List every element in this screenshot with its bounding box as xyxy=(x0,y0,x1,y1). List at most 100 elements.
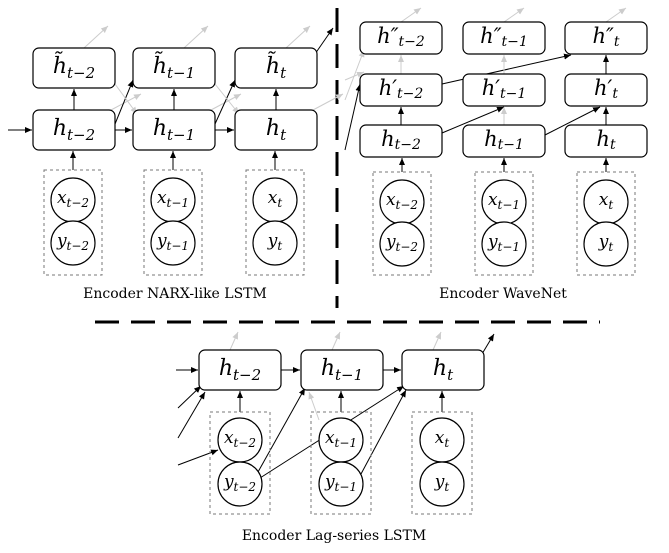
wavenet-y-label: yt−2 xyxy=(385,232,418,254)
narx-tilde-label: h̃t−1 xyxy=(153,52,195,82)
narx-faint-arrow xyxy=(83,25,109,49)
wavenet-in-arrow xyxy=(344,83,362,151)
wavenet-node-l2 xyxy=(359,21,443,55)
narx-faint-arrow xyxy=(110,93,142,111)
narx-x-label: xt−1 xyxy=(157,188,189,210)
wavenet-node-l0 xyxy=(564,124,648,158)
lag-hidden-label: ht−1 xyxy=(321,356,363,385)
lag-hidden-box xyxy=(198,349,282,391)
wavenet-y-label: yt xyxy=(598,232,614,254)
lag-y-node xyxy=(217,461,263,507)
wavenet-caption: Encoder WaveNet xyxy=(439,286,567,302)
narx-faint-arrow xyxy=(114,83,138,115)
narx-hidden-box xyxy=(234,109,318,151)
wavenet-input-group xyxy=(372,171,432,276)
lag-out-arrow xyxy=(481,333,495,355)
narx-faint-arrow xyxy=(214,83,240,115)
narx-out-arrow xyxy=(314,27,334,55)
wavenet-node-l1 xyxy=(359,73,443,107)
lag-input-group xyxy=(411,411,473,515)
narx-y-label: yt−2 xyxy=(56,231,89,253)
lag-input-group xyxy=(209,411,271,515)
lag-faint-arrow xyxy=(229,331,239,351)
wavenet-dilation-arrow xyxy=(441,106,505,134)
narx-faint-arrow xyxy=(312,93,344,111)
lag-series-arrow xyxy=(177,391,206,439)
narx-tilde-label: h̃t xyxy=(266,52,287,82)
narx-y-label: yt xyxy=(267,231,283,253)
wavenet-dilation-arrow xyxy=(544,106,601,136)
lag-hidden-box xyxy=(401,349,485,391)
narx-x-label: xt−2 xyxy=(57,188,89,210)
lag-input-group xyxy=(310,411,372,515)
narx-caption: Encoder NARX-like LSTM xyxy=(83,286,267,302)
wavenet-node-l2 xyxy=(564,21,648,55)
wavenet-faint-arrow xyxy=(344,71,365,81)
wavenet-label-l1: h′t xyxy=(594,76,618,102)
wavenet-node-l0 xyxy=(359,124,443,158)
wavenet-x-label: xt−2 xyxy=(386,190,418,212)
lag-y-label: yt−1 xyxy=(324,472,357,494)
narx-hidden-label: ht−2 xyxy=(53,116,95,145)
lag-faint-arrow xyxy=(432,331,442,351)
wavenet-node-l2 xyxy=(462,21,546,55)
wavenet-y-label: yt−1 xyxy=(487,232,520,254)
narx-y-node xyxy=(50,220,96,266)
lag-y-label: yt xyxy=(434,472,450,494)
wavenet-node-l1 xyxy=(564,73,648,107)
wavenet-faint-arrow xyxy=(605,7,627,23)
narx-input-group xyxy=(245,169,305,276)
wavenet-faint-arrow xyxy=(503,7,525,23)
node-layer xyxy=(32,21,648,515)
narx-y-node xyxy=(252,220,298,266)
label-layer: h̃t−2 ht−2 xt−2 yt−2 h̃t−1 ht−1 xt−1 yt−1 h̃t ht x… xyxy=(53,24,620,544)
wavenet-input-group xyxy=(474,171,534,276)
wavenet-label-l0: ht−1 xyxy=(484,127,524,153)
narx-tilde-box xyxy=(132,47,216,89)
wavenet-label-l1: h′t−1 xyxy=(482,76,527,102)
narx-y-node xyxy=(150,220,196,266)
lag-hidden-label: ht xyxy=(433,356,454,385)
lag-x-label: xt−2 xyxy=(224,428,256,450)
lag-faint-arrow xyxy=(331,331,341,351)
narx-tilde-label: h̃t−2 xyxy=(53,52,95,82)
narx-hidden-box xyxy=(132,109,216,151)
wavenet-y-node xyxy=(481,221,527,267)
lag-faint-arrow xyxy=(308,391,320,421)
wavenet-label-l0: ht xyxy=(596,127,616,153)
wavenet-faint-arrow xyxy=(400,7,422,23)
wavenet-y-node xyxy=(583,221,629,267)
wavenet-label-l0: ht−2 xyxy=(381,127,421,153)
narx-faint-arrow xyxy=(285,25,311,49)
narx-hidden-label: ht xyxy=(266,116,287,145)
lag-series-arrow xyxy=(257,387,306,473)
wavenet-y-node xyxy=(379,221,425,267)
lag-series-arrow xyxy=(177,449,219,466)
wavenet-label-l2: h″t xyxy=(592,24,619,50)
narx-tilde-box xyxy=(234,47,318,89)
lag-hidden-box xyxy=(300,349,384,391)
lag-series-arrow xyxy=(177,385,202,409)
wavenet-label-l2: h″t−2 xyxy=(377,24,425,50)
lag-caption: Encoder Lag-series LSTM xyxy=(242,528,426,544)
lag-y-label: yt−2 xyxy=(223,472,256,494)
lag-y-node xyxy=(419,461,465,507)
narx-diag-arrow xyxy=(114,79,134,125)
wavenet-label-l2: h″t−1 xyxy=(480,24,528,50)
wavenet-input-group xyxy=(576,171,636,276)
wavenet-node-l1 xyxy=(462,73,546,107)
narx-tilde-box xyxy=(32,47,116,89)
narx-y-label: yt−1 xyxy=(156,231,189,253)
wavenet-x-label: xt xyxy=(599,190,614,212)
wavenet-faint-arrow xyxy=(344,49,365,101)
wavenet-x-label: xt−1 xyxy=(488,190,520,212)
narx-hidden-label: ht−1 xyxy=(153,116,195,145)
wavenet-node-l0 xyxy=(462,124,546,158)
narx-hidden-box xyxy=(32,109,116,151)
lag-y-node xyxy=(318,461,364,507)
narx-input-group xyxy=(43,169,103,276)
narx-x-label: xt xyxy=(268,188,283,210)
lag-series-arrow xyxy=(360,389,407,475)
narx-input-group xyxy=(143,169,203,276)
